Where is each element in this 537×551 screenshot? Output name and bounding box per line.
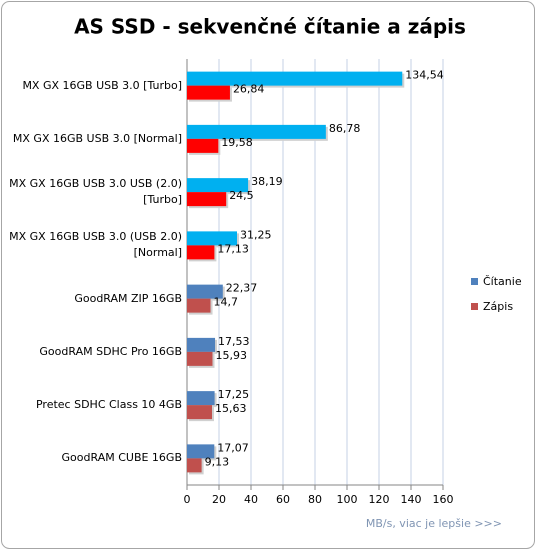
x-tick-label: 140 <box>401 493 422 506</box>
legend-label: Čítanie <box>483 275 522 288</box>
x-tick-label: 20 <box>212 493 226 506</box>
data-label: 134,54 <box>405 69 444 82</box>
data-label: 19,58 <box>221 136 253 149</box>
bar <box>187 231 237 246</box>
y-tick-label: MX GX 16GB USB 3.0 USB (2.0) [Turbo] <box>9 177 182 207</box>
x-tick-label: 120 <box>369 493 390 506</box>
data-label: 17,25 <box>218 388 250 401</box>
data-label: 26,84 <box>233 83 265 96</box>
data-label: 9,13 <box>205 455 230 468</box>
bar <box>187 444 215 459</box>
bar <box>187 458 202 473</box>
y-tick-label: GoodRAM ZIP 16GB <box>74 291 182 305</box>
legend-swatch <box>471 303 478 310</box>
bar <box>187 85 230 100</box>
bar <box>187 391 215 406</box>
data-label: 31,25 <box>240 228 272 241</box>
chart-title: AS SSD - sekvenčné čítanie a zápis <box>74 15 466 39</box>
bar <box>187 192 227 207</box>
x-tick-label: 160 <box>433 493 454 506</box>
x-axis-label: MB/s, viac je lepšie >>> <box>366 517 502 530</box>
data-label: 86,78 <box>329 122 361 135</box>
bar <box>187 284 223 299</box>
y-tick-label: MX GX 16GB USB 3.0 [Turbo] <box>22 78 182 92</box>
bar <box>187 405 213 420</box>
bar <box>187 124 326 139</box>
x-tick-label: 80 <box>308 493 322 506</box>
data-label: 24,5 <box>229 189 254 202</box>
y-tick-label: GoodRAM SDHC Pro 16GB <box>39 344 182 358</box>
data-label: 15,93 <box>215 349 247 362</box>
bar <box>187 178 249 193</box>
bar <box>187 298 211 313</box>
y-tick-label: MX GX 16GB USB 3.0 (USB 2.0) [Normal] <box>9 230 182 260</box>
y-tick-label: MX GX 16GB USB 3.0 [Normal] <box>12 131 182 145</box>
legend-label: Zápis <box>483 300 513 313</box>
legend-swatch <box>471 278 478 285</box>
data-label: 14,7 <box>214 296 239 309</box>
x-tick-label: 60 <box>276 493 290 506</box>
data-label: 17,13 <box>217 242 249 255</box>
bar <box>187 351 213 366</box>
y-tick-label: Pretec SDHC Class 10 4GB <box>35 398 182 412</box>
x-tick-label: 40 <box>244 493 258 506</box>
data-label: 17,53 <box>218 335 250 348</box>
x-tick-label: 100 <box>337 493 358 506</box>
bar <box>187 337 216 352</box>
data-label: 38,19 <box>251 175 283 188</box>
data-label: 15,63 <box>215 402 247 415</box>
bar <box>187 245 215 260</box>
data-label: 17,07 <box>217 441 249 454</box>
bar <box>187 71 403 86</box>
bar <box>187 138 219 153</box>
y-tick-label: GoodRAM CUBE 16GB <box>61 451 182 465</box>
x-tick-label: 0 <box>184 493 191 506</box>
data-label: 22,37 <box>226 282 257 295</box>
